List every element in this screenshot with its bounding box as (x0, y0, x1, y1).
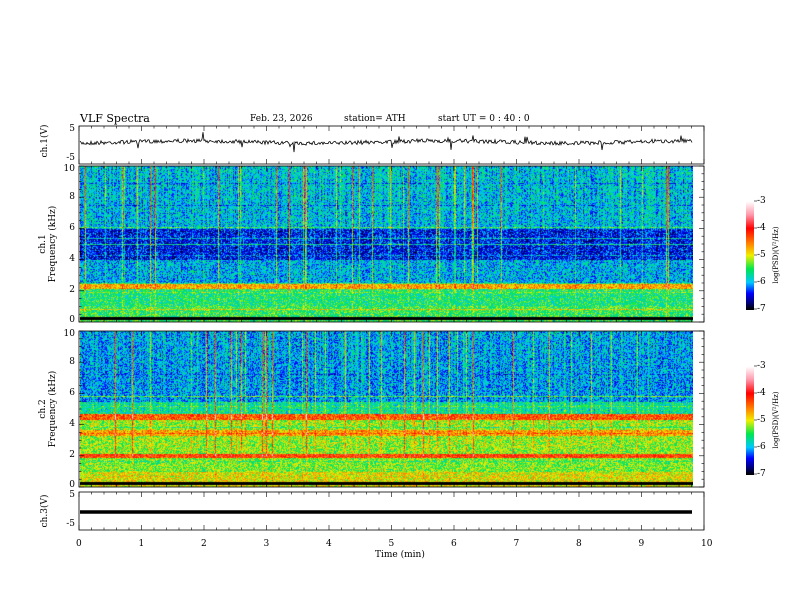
panel-frame (78, 330, 705, 488)
x-tick-label: 7 (513, 538, 520, 549)
colorbar-tick-label: -7 (757, 303, 766, 314)
start-time-label: start UT = 0 : 40 : 0 (438, 114, 530, 124)
figure-title: VLF Spectra (80, 112, 150, 125)
panel-frame (78, 165, 705, 323)
colorbar-2-label: log(PSD)(V²/Hz) (772, 391, 780, 449)
y-tick-label: 0 (69, 314, 75, 325)
ylabel-line: ch.1 (38, 234, 48, 254)
x-tick-label: 9 (638, 538, 645, 549)
date-label: Feb. 23, 2026 (250, 114, 313, 124)
x-tick-label: 4 (326, 538, 332, 549)
y-tick-label: 10 (63, 163, 75, 174)
x-axis-label: Time (min) (375, 550, 425, 560)
y-tick-label: 5 (69, 489, 75, 500)
colorbar-tick-label: -6 (757, 276, 766, 287)
y-tick-label: 2 (69, 450, 75, 461)
y-tick-label: 6 (69, 387, 75, 398)
y-tick-label: 6 (69, 222, 75, 233)
ch2-spectrogram-heatmap (80, 331, 693, 487)
ch1-spectrogram-heatmap (80, 166, 693, 322)
ch2-spec-ylabel: ch.2 Frequency (kHz) (38, 369, 58, 449)
y-tick-label: -5 (66, 518, 75, 529)
ch1-ylabel: ch.1(V) (40, 124, 50, 158)
ylabel-line: Frequency (kHz) (48, 370, 58, 448)
y-tick-label: 10 (63, 328, 75, 339)
y-tick-label: 8 (69, 191, 75, 202)
y-tick-label: -5 (66, 152, 75, 163)
y-tick-label: 5 (69, 123, 75, 134)
x-tick-label: 5 (388, 538, 395, 549)
x-tick-label: 1 (138, 538, 145, 549)
ch1-spec-ylabel: ch.1 Frequency (kHz) (38, 204, 58, 284)
colorbar-1 (746, 201, 754, 310)
y-tick-label: 2 (69, 285, 75, 296)
x-tick-label: 8 (576, 538, 582, 549)
colorbar-2 (746, 366, 754, 475)
y-tick-label: 4 (69, 254, 75, 265)
ylabel-line: ch.2 (38, 399, 48, 419)
x-tick-label: 2 (201, 538, 207, 549)
colorbar-tick-label: -3 (757, 195, 766, 206)
ch3-ylabel: ch.3(V) (40, 494, 50, 528)
colorbar-tick-label: -4 (757, 222, 766, 233)
y-tick-label: 8 (69, 356, 75, 367)
ylabel-line: Frequency (kHz) (48, 205, 58, 283)
x-tick-label: 0 (76, 538, 82, 549)
colorbar-tick-label: -7 (757, 468, 766, 479)
colorbar-tick-label: -4 (757, 387, 766, 398)
station-label: station= ATH (344, 114, 406, 124)
colorbar-tick-label: -3 (757, 360, 766, 371)
y-tick-label: 4 (69, 419, 75, 430)
colorbar-tick-label: -5 (757, 414, 766, 425)
x-tick-label: 6 (451, 538, 457, 549)
x-tick-label: 3 (263, 538, 270, 549)
y-tick-label: 0 (69, 479, 75, 490)
colorbar-tick-label: -5 (757, 249, 766, 260)
ch1-waveform-line (79, 132, 693, 153)
colorbar-tick-label: -6 (757, 441, 766, 452)
colorbar-1-label: log(PSD)(V²/Hz) (772, 226, 780, 284)
x-tick-label: 10 (701, 538, 713, 549)
